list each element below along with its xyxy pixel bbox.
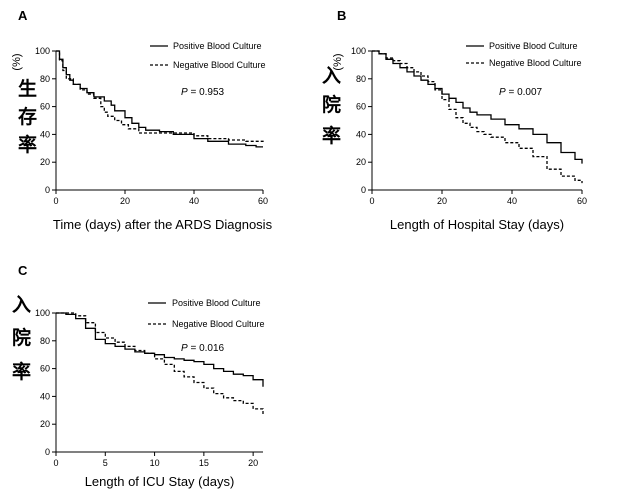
- x-tick-label: 5: [103, 458, 108, 468]
- y-axis-label-char: 院: [322, 93, 341, 116]
- x-tick-label: 60: [577, 196, 587, 206]
- p-value-text: = 0.007: [506, 87, 543, 98]
- y-axis-label-char: 率: [322, 124, 341, 147]
- x-tick-label: 20: [437, 196, 447, 206]
- y-tick-label: 0: [45, 185, 50, 195]
- y-tick-label: 60: [356, 102, 366, 112]
- y-tick-label: 0: [361, 185, 366, 195]
- p-value-symbol: P: [181, 343, 188, 354]
- x-tick-label: 10: [150, 458, 160, 468]
- p-value-annotation: P = 0.016: [181, 343, 225, 354]
- x-tick-label: 0: [369, 196, 374, 206]
- y-tick-label: 40: [40, 129, 50, 139]
- legend-label: Positive Blood Culture: [173, 41, 262, 51]
- y-tick-label: 60: [40, 364, 50, 374]
- legend-label: Negative Blood Culture: [173, 60, 266, 70]
- legend-label: Positive Blood Culture: [172, 298, 261, 308]
- y-tick-label: 100: [35, 308, 50, 318]
- series-line-negative: [56, 50, 264, 143]
- p-value-annotation: P = 0.953: [181, 87, 225, 98]
- y-axis-label-char: 存: [18, 105, 37, 128]
- y-axis-label-char: 率: [12, 360, 31, 383]
- p-value-text: = 0.953: [188, 87, 225, 98]
- p-value-annotation: P = 0.007: [499, 87, 543, 98]
- x-tick-label: 40: [189, 196, 199, 206]
- y-tick-label: 20: [356, 157, 366, 167]
- panel-letter: B: [337, 8, 346, 23]
- x-tick-label: 60: [258, 196, 268, 206]
- p-value-symbol: P: [499, 87, 506, 98]
- y-tick-label: 80: [356, 74, 366, 84]
- x-tick-label: 0: [53, 196, 58, 206]
- panel-b: B 0 20 40 60 80 100 0 20 40 60 Length of Hospital S…: [322, 8, 587, 232]
- x-tick-label: 15: [199, 458, 209, 468]
- legend-label: Negative Blood Culture: [172, 319, 265, 329]
- x-axis-label: Length of ICU Stay (days): [85, 474, 235, 489]
- panel-c: C 0 20 40 60 80 100 0 5 10 15 20 Length of ICU Stay …: [12, 263, 265, 489]
- y-axis-label-char: 生: [18, 77, 37, 100]
- legend-label: Positive Blood Culture: [489, 41, 578, 51]
- y-tick-label: 40: [40, 391, 50, 401]
- series-line-negative: [56, 312, 264, 416]
- panel-letter: C: [18, 263, 28, 278]
- legend-label: Negative Blood Culture: [489, 58, 582, 68]
- p-value-symbol: P: [181, 87, 188, 98]
- y-tick-label: 80: [40, 74, 50, 84]
- panel-a: A 0 20 40 60 80 100 0 20 40 60 Time (days) after th…: [11, 8, 273, 232]
- y-axis-label-char: 入: [322, 65, 341, 87]
- y-tick-label: 80: [40, 336, 50, 346]
- y-tick-label: 0: [45, 447, 50, 457]
- y-tick-label: 100: [35, 46, 50, 56]
- y-axis-label-char: 率: [18, 133, 37, 156]
- y-axis-label-char: 院: [12, 326, 31, 349]
- y-tick-label: 20: [40, 157, 50, 167]
- y-tick-label: 60: [40, 102, 50, 112]
- x-tick-label: 40: [507, 196, 517, 206]
- series-line-positive: [56, 50, 263, 148]
- y-tick-label: 20: [40, 419, 50, 429]
- y-axis-unit-label: (%): [11, 53, 23, 70]
- x-tick-label: 20: [248, 458, 258, 468]
- series-line-positive: [372, 50, 583, 164]
- p-value-text: = 0.016: [188, 343, 225, 354]
- x-axis-label: Time (days) after the ARDS Diagnosis: [53, 217, 273, 232]
- y-tick-label: 40: [356, 129, 366, 139]
- x-tick-label: 0: [53, 458, 58, 468]
- y-axis-label-char: 入: [12, 294, 31, 316]
- x-tick-label: 20: [120, 196, 130, 206]
- x-axis-label: Length of Hospital Stay (days): [390, 217, 564, 232]
- y-tick-label: 100: [351, 46, 366, 56]
- panel-letter: A: [18, 8, 28, 23]
- series-line-positive: [56, 312, 264, 387]
- series-line-negative: [372, 50, 583, 184]
- y-axis-unit-label: (%): [332, 53, 344, 70]
